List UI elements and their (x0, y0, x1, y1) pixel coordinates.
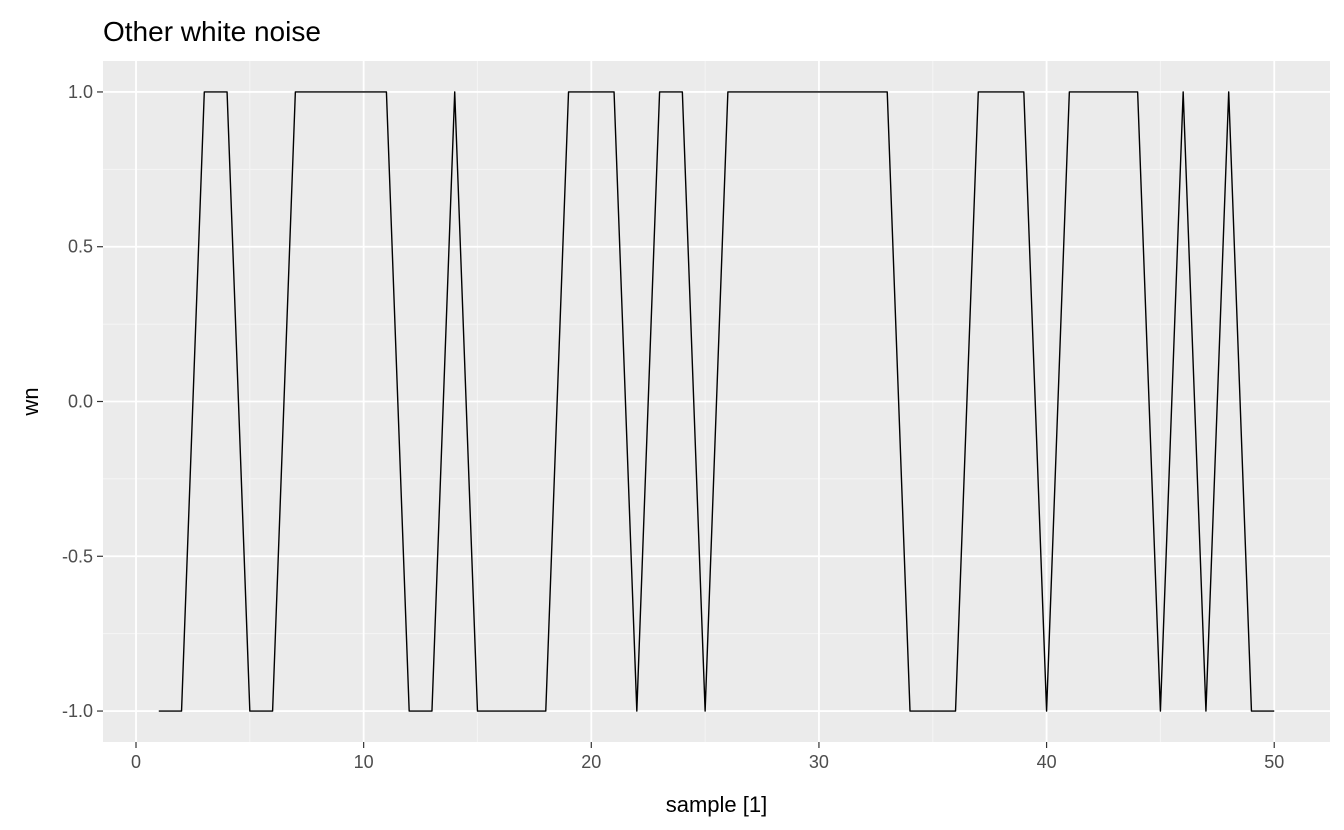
x-tick-label: 0 (131, 752, 141, 772)
y-tick-label: -0.5 (62, 546, 93, 566)
y-axis-title: wn (18, 387, 43, 416)
x-tick-label: 20 (581, 752, 601, 772)
x-axis-ticks: 0 10 20 30 40 50 (131, 742, 1284, 772)
y-tick-label: 1.0 (68, 82, 93, 102)
series-line-wn (158, 91, 1275, 712)
y-axis-ticks: -1.0 -0.5 0.0 0.5 1.0 (62, 82, 103, 721)
x-tick-label: 40 (1037, 752, 1057, 772)
chart-title: Other white noise (103, 16, 321, 47)
y-tick-label: 0.5 (68, 237, 93, 257)
x-tick-label: 50 (1264, 752, 1284, 772)
x-axis-title: sample [1] (666, 792, 768, 817)
y-tick-label: -1.0 (62, 701, 93, 721)
y-tick-label: 0.0 (68, 392, 93, 412)
x-tick-label: 10 (354, 752, 374, 772)
x-tick-label: 30 (809, 752, 829, 772)
